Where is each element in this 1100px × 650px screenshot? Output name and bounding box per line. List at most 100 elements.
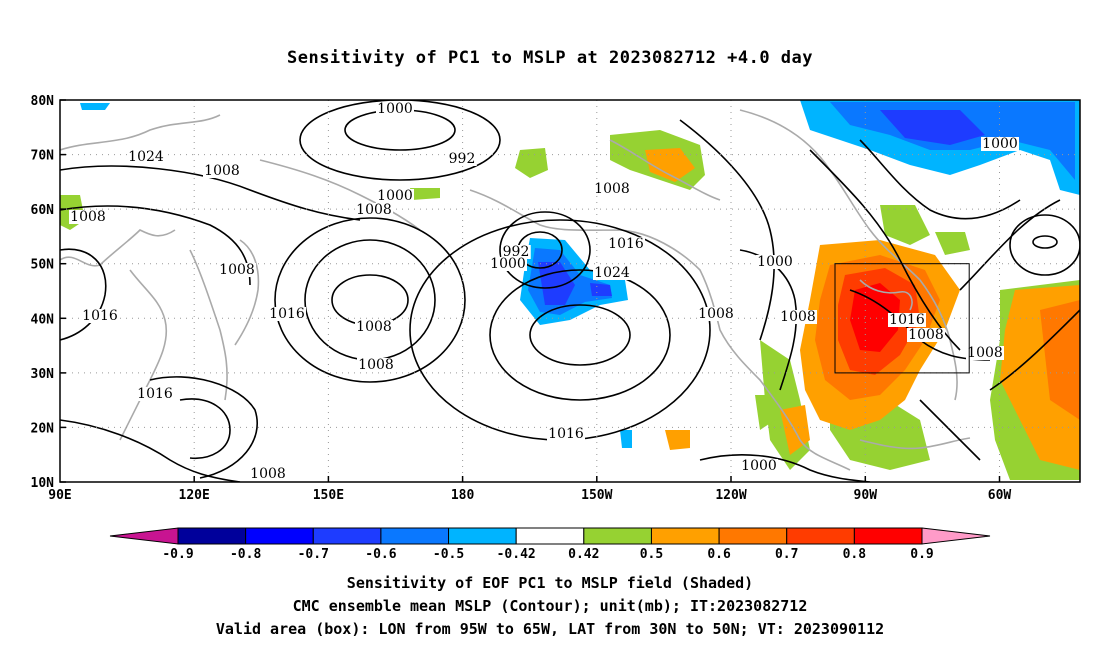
contour-label: 1024 [594, 265, 630, 281]
colorbar-label: -0.5 [433, 547, 464, 562]
coastlines [60, 109, 971, 471]
colorbar-swatch [650, 527, 720, 545]
contour-label-bg [127, 150, 165, 164]
lon-label: 120E [179, 488, 210, 503]
contour-label: 1016 [608, 236, 644, 252]
contour-label: 1008 [358, 357, 394, 373]
caption-contour: CMC ensemble mean MSLP (Contour); unit(m… [292, 597, 808, 615]
colorbar-label: -0.8 [230, 547, 261, 562]
colorbar-swatch [448, 527, 517, 545]
shade-green-region [755, 395, 775, 430]
contour-label-bg [447, 152, 477, 166]
colorbar-arrow-low [109, 527, 179, 545]
lat-label: 60N [31, 203, 55, 218]
contour-label: 1008 [908, 327, 944, 343]
colorbar-swatch [312, 527, 382, 545]
shade-orange-region [665, 430, 690, 450]
contour-label-bg [888, 313, 926, 327]
contour-label-bg [218, 263, 256, 277]
contour-label-bg [81, 309, 119, 323]
contour-label: 1024 [128, 149, 164, 165]
shade-green-region [880, 205, 930, 245]
contour-label: 1016 [548, 426, 584, 442]
colorbar-label: 0.9 [910, 547, 933, 562]
map-frame [59, 99, 1081, 483]
colorbar-arrow-high [921, 527, 991, 545]
contour-label: 992 [503, 244, 530, 260]
lon-label: 60W [988, 488, 1012, 503]
colorbar-label: -0.7 [298, 547, 329, 562]
colorbar-label: -0.6 [365, 547, 396, 562]
contour-label: 1008 [967, 345, 1003, 361]
lat-label: 10N [31, 476, 55, 491]
lat-label: 80N [31, 94, 55, 109]
lon-label: 120W [715, 488, 746, 503]
contour-label-bg [547, 427, 585, 441]
axis-ticks [60, 99, 1001, 483]
contour-label: 1008 [356, 319, 392, 335]
contour-label: 1008 [698, 306, 734, 322]
contour-label-bg [981, 137, 1019, 151]
shade-darkblue-region [880, 110, 985, 145]
contour-label-bg [966, 346, 1004, 360]
colorbar: -0.9 -0.8 -0.7 -0.6 -0.5 -0.42 0.42 0.5 0.6 0.7 0.… [109, 527, 991, 562]
shade-red-region [850, 283, 900, 352]
shade-green-region [410, 188, 440, 200]
contour-label: 1000 [757, 254, 793, 270]
contour-label: 1016 [82, 308, 118, 324]
colorbar-label: 0.42 [568, 547, 599, 562]
contour-label: 1008 [204, 163, 240, 179]
contour-label-bg [376, 189, 414, 203]
caption-valid-area: Valid area (box): LON from 95W to 65W, L… [215, 620, 885, 638]
contour-label: 1016 [137, 386, 173, 402]
mslp-contours [60, 100, 1080, 482]
contour-label-bg [756, 255, 794, 269]
colorbar-label: 0.8 [843, 547, 867, 562]
map-plot-area: 1000992102410081008101610001008100810169… [60, 100, 1080, 482]
shade-darkblue-region [538, 262, 575, 305]
map-title: Sensitivity of PC1 to MSLP at 2023082712… [286, 48, 813, 68]
contour-label-bg [69, 210, 107, 224]
contour-label: 1008 [250, 466, 286, 482]
contour-label: 1008 [356, 202, 392, 218]
lon-label: 90W [854, 488, 878, 503]
contour-label: 1000 [982, 136, 1018, 152]
contour-label-bg [501, 245, 531, 259]
colorbar-label: 0.5 [640, 547, 663, 562]
shade-green-region [935, 232, 970, 255]
lon-label: 90E [48, 488, 71, 503]
lat-label: 40N [31, 312, 55, 327]
colorbar-swatch [177, 527, 247, 545]
lat-label: 20N [31, 421, 55, 436]
lon-label: 150W [581, 488, 612, 503]
lon-label: 180 [451, 488, 475, 503]
contour-label-bg [355, 203, 393, 217]
colorbar-swatch [515, 527, 585, 545]
caption-shading: Sensitivity of EOF PC1 to MSLP field (Sh… [346, 574, 754, 592]
contour-labels: 1000992102410081008101610001008100810169… [69, 101, 1019, 482]
contour-label-bg [376, 102, 414, 116]
shade-darkorange-region [1040, 300, 1080, 420]
contour-label-bg [489, 257, 527, 271]
contour-label-bg [607, 237, 645, 251]
colorbar-label: 0.6 [707, 547, 731, 562]
contour-label-bg [355, 320, 393, 334]
contour-label: 1000 [377, 188, 413, 204]
contour-label: 1008 [780, 309, 816, 325]
contour-label: 1000 [741, 458, 777, 474]
colorbar-swatch [380, 527, 450, 545]
colorbar-swatch [853, 527, 923, 545]
valid-area-box [834, 263, 970, 374]
lon-tick-labels: 90E 120E 150E 180 150W 120W 90W 60W [48, 488, 1011, 503]
contour-label-bg [907, 328, 945, 342]
colorbar-swatch [786, 527, 855, 545]
shade-green-region [515, 148, 548, 178]
lat-label: 70N [31, 149, 55, 164]
colorbar-label: -0.42 [497, 547, 536, 562]
contour-label-bg [593, 182, 631, 196]
contour-label-bg [249, 467, 287, 481]
shade-lightblue-region [80, 103, 110, 110]
contour-label: 1016 [889, 312, 925, 328]
contour-label: 1008 [70, 209, 106, 225]
